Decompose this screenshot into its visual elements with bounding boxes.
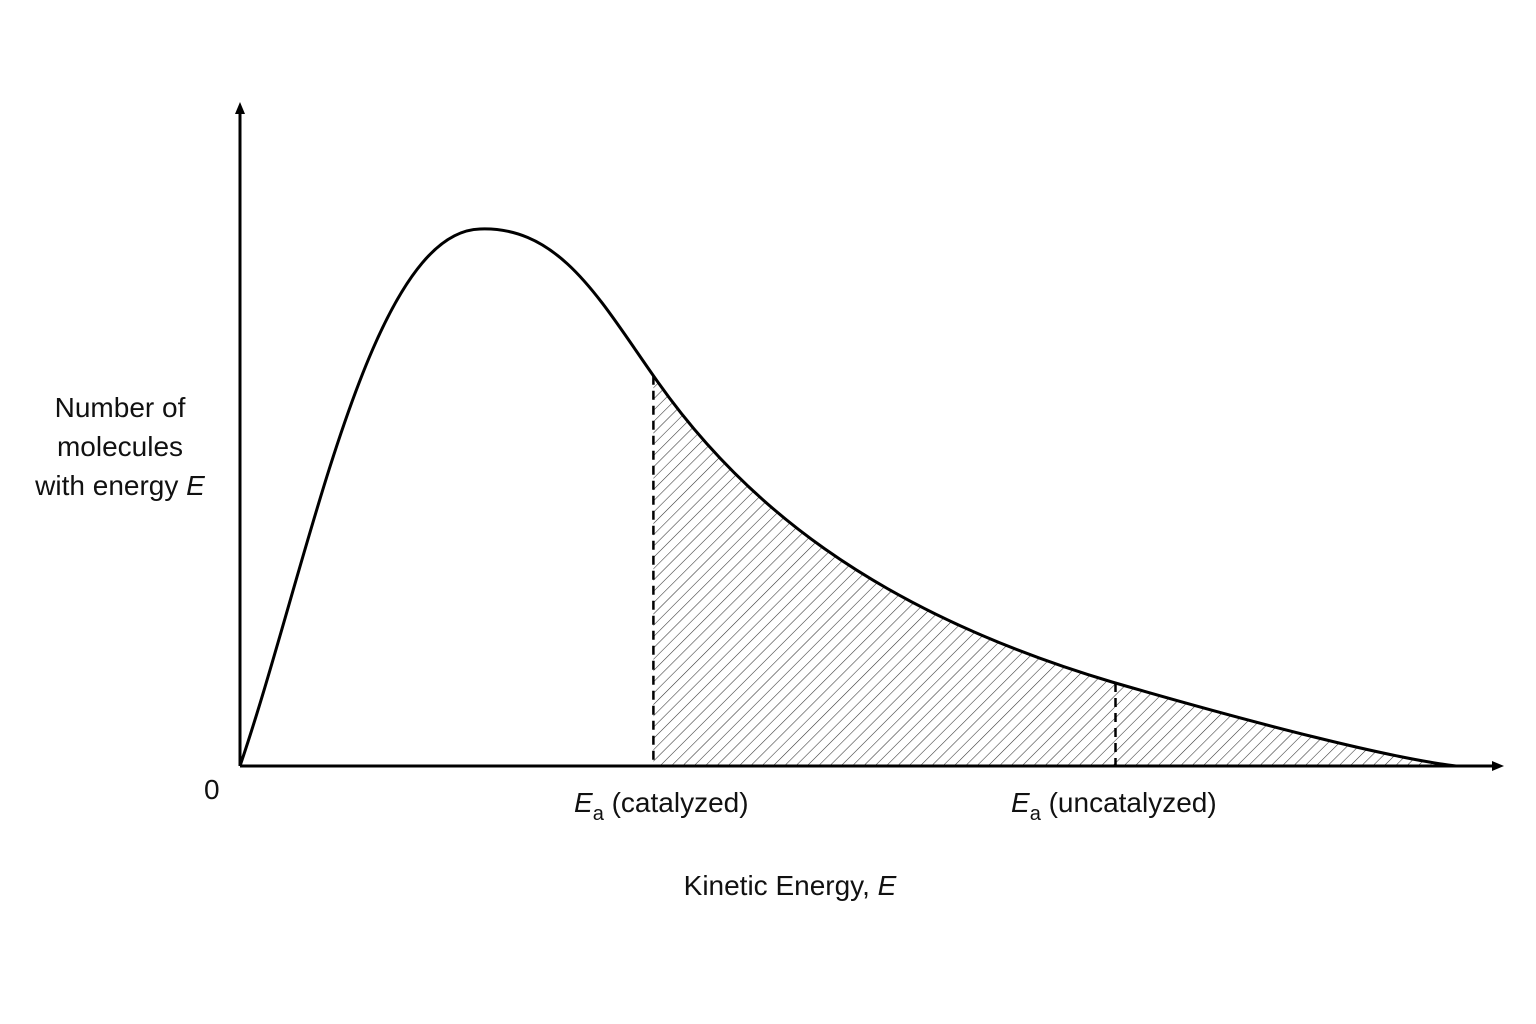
- ea-uncatalyzed-label: Ea (uncatalyzed): [1011, 783, 1217, 826]
- x-axis-label: Kinetic Energy, E: [590, 866, 990, 905]
- y-axis-label-text: with energy: [35, 470, 187, 501]
- origin-label: 0: [204, 774, 220, 805]
- y-axis-variable: E: [186, 470, 205, 501]
- x-axis-label-text: Kinetic Energy,: [683, 870, 878, 901]
- ea-uncatalyzed-subscript: a: [1029, 803, 1041, 825]
- distribution-curve: [238, 227, 1457, 768]
- y-axis-label-line-1: Number of: [54, 392, 186, 423]
- shaded-area: [653, 375, 1456, 766]
- x-axis-variable: E: [877, 870, 897, 901]
- ea-catalyzed-label: Ea (catalyzed): [574, 783, 749, 826]
- ea-catalyzed-subscript: a: [592, 803, 604, 825]
- ea-catalyzed-symbol: E: [574, 787, 593, 818]
- ea-catalyzed-text: (catalyzed): [611, 787, 749, 818]
- y-axis-label: Number of molecules with energy E: [20, 388, 220, 505]
- ea-uncatalyzed-text: (uncatalyzed): [1048, 787, 1217, 818]
- y-axis-label-line-2: molecules: [56, 431, 184, 462]
- ea-uncatalyzed-symbol: E: [1011, 787, 1030, 818]
- y-axis-label-line-3: with energy E: [20, 466, 220, 505]
